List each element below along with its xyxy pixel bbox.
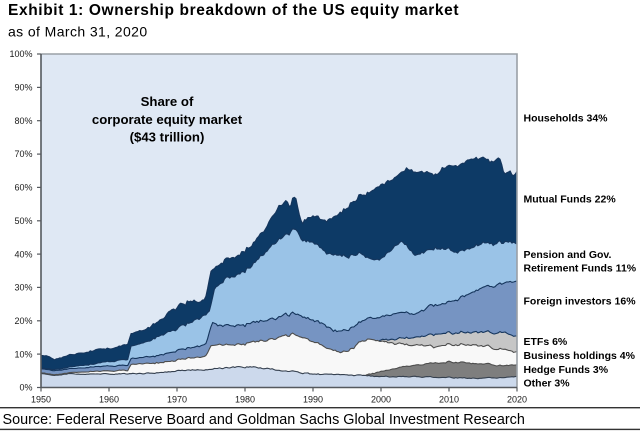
svg-text:2000: 2000 <box>371 395 391 405</box>
svg-text:30%: 30% <box>14 283 32 293</box>
svg-text:1960: 1960 <box>99 395 119 405</box>
svg-text:Pension and Gov.: Pension and Gov. <box>524 249 612 261</box>
svg-text:90%: 90% <box>14 83 32 93</box>
svg-text:80%: 80% <box>14 116 32 126</box>
svg-text:1950: 1950 <box>31 395 51 405</box>
svg-text:10%: 10% <box>14 349 32 359</box>
svg-text:60%: 60% <box>14 183 32 193</box>
svg-text:40%: 40% <box>14 249 32 259</box>
svg-text:0%: 0% <box>19 383 32 393</box>
svg-text:1980: 1980 <box>235 395 255 405</box>
svg-text:Source: Federal Reserve Board: Source: Federal Reserve Board and Goldma… <box>3 412 525 428</box>
svg-text:Foreign investors 16%: Foreign investors 16% <box>524 296 637 308</box>
svg-text:2010: 2010 <box>439 395 459 405</box>
svg-text:20%: 20% <box>14 316 32 326</box>
svg-text:Share of: Share of <box>141 94 194 109</box>
svg-text:ETFs 6%: ETFs 6% <box>524 336 568 348</box>
svg-text:($43 trillion): ($43 trillion) <box>130 130 205 145</box>
svg-text:70%: 70% <box>14 149 32 159</box>
svg-text:1990: 1990 <box>303 395 323 405</box>
svg-text:corporate equity market: corporate equity market <box>92 112 243 127</box>
svg-text:Retirement Funds 11%: Retirement Funds 11% <box>524 262 637 274</box>
svg-text:Exhibit 1: Ownership breakdown: Exhibit 1: Ownership breakdown of the US… <box>8 2 459 19</box>
svg-text:50%: 50% <box>14 216 32 226</box>
svg-text:100%: 100% <box>9 49 32 59</box>
svg-text:Other 3%: Other 3% <box>524 378 571 390</box>
svg-text:Hedge Funds 3%: Hedge Funds 3% <box>524 364 609 376</box>
svg-text:1970: 1970 <box>167 395 187 405</box>
svg-text:Households 34%: Households 34% <box>524 112 609 124</box>
svg-text:2020: 2020 <box>507 395 527 405</box>
svg-text:Mutual Funds 22%: Mutual Funds 22% <box>524 194 617 206</box>
svg-text:as of March 31, 2020: as of March 31, 2020 <box>8 24 148 40</box>
svg-text:Business holdings 4%: Business holdings 4% <box>524 350 636 362</box>
